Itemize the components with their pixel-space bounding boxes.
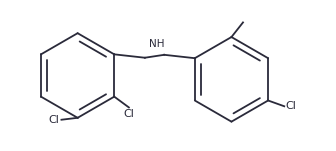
Text: NH: NH xyxy=(149,39,164,49)
Text: Cl: Cl xyxy=(286,101,297,111)
Text: Cl: Cl xyxy=(123,109,134,119)
Text: Cl: Cl xyxy=(48,115,59,125)
